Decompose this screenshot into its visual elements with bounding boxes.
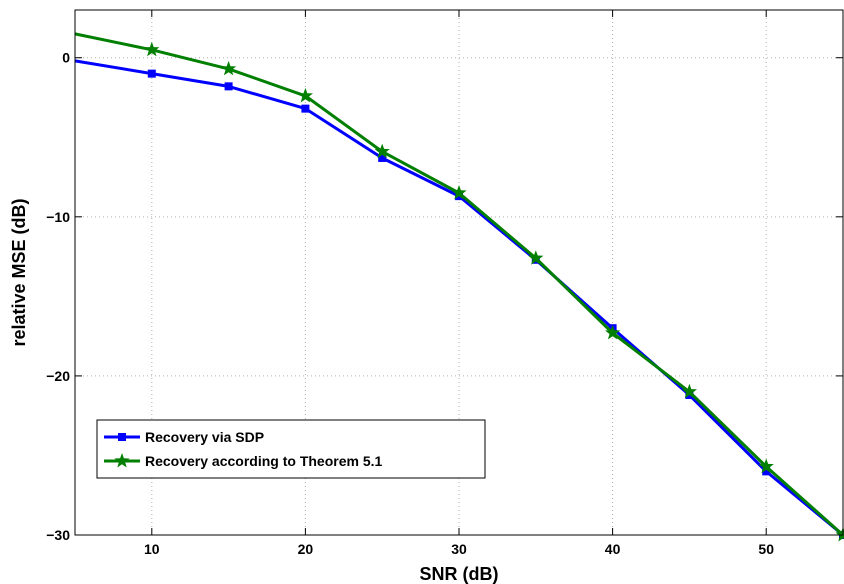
data-point-square [147, 69, 156, 78]
legend-box [96, 419, 486, 479]
y-tick-label: −30 [46, 527, 70, 543]
data-point-star [528, 250, 544, 265]
y-axis-label: relative MSE (dB) [9, 198, 29, 346]
y-tick-label: −10 [46, 209, 70, 225]
data-point-star [374, 143, 390, 159]
legend-label-theorem: Recovery according to Theorem 5.1 [145, 453, 383, 469]
legend-marker-square-icon [118, 433, 126, 441]
data-point-star [605, 325, 621, 340]
data-point-square [224, 82, 233, 91]
data-point-square [762, 467, 771, 476]
data-point-star [297, 87, 313, 103]
data-point-square [301, 104, 310, 113]
data-point-star [451, 185, 467, 200]
x-tick-label: 10 [144, 541, 160, 557]
x-tick-label: 20 [298, 541, 314, 557]
data-point-square [378, 153, 387, 162]
series-layer [74, 32, 844, 542]
y-tick-label: 0 [62, 50, 70, 66]
data-point-star [221, 60, 237, 76]
data-point-star [144, 41, 160, 57]
series-theorem [74, 32, 844, 542]
x-axis-label: SNR (dB) [420, 564, 499, 584]
y-tick-label: −20 [46, 368, 70, 384]
legend-marker-star-icon [114, 453, 130, 468]
x-tick-label: 50 [758, 541, 774, 557]
axis-ticks: 10 20 30 40 50 0 −10 −20 −30 [46, 10, 843, 557]
x-tick-label: 30 [451, 541, 467, 557]
grid-lines [75, 10, 843, 535]
x-tick-label: 40 [605, 541, 621, 557]
data-point-star [758, 458, 774, 474]
data-point-star [835, 527, 844, 542]
data-point-star [681, 383, 697, 399]
legend: Recovery via SDP Recovery according to T… [96, 419, 486, 479]
legend-label-sdp: Recovery via SDP [145, 429, 264, 445]
